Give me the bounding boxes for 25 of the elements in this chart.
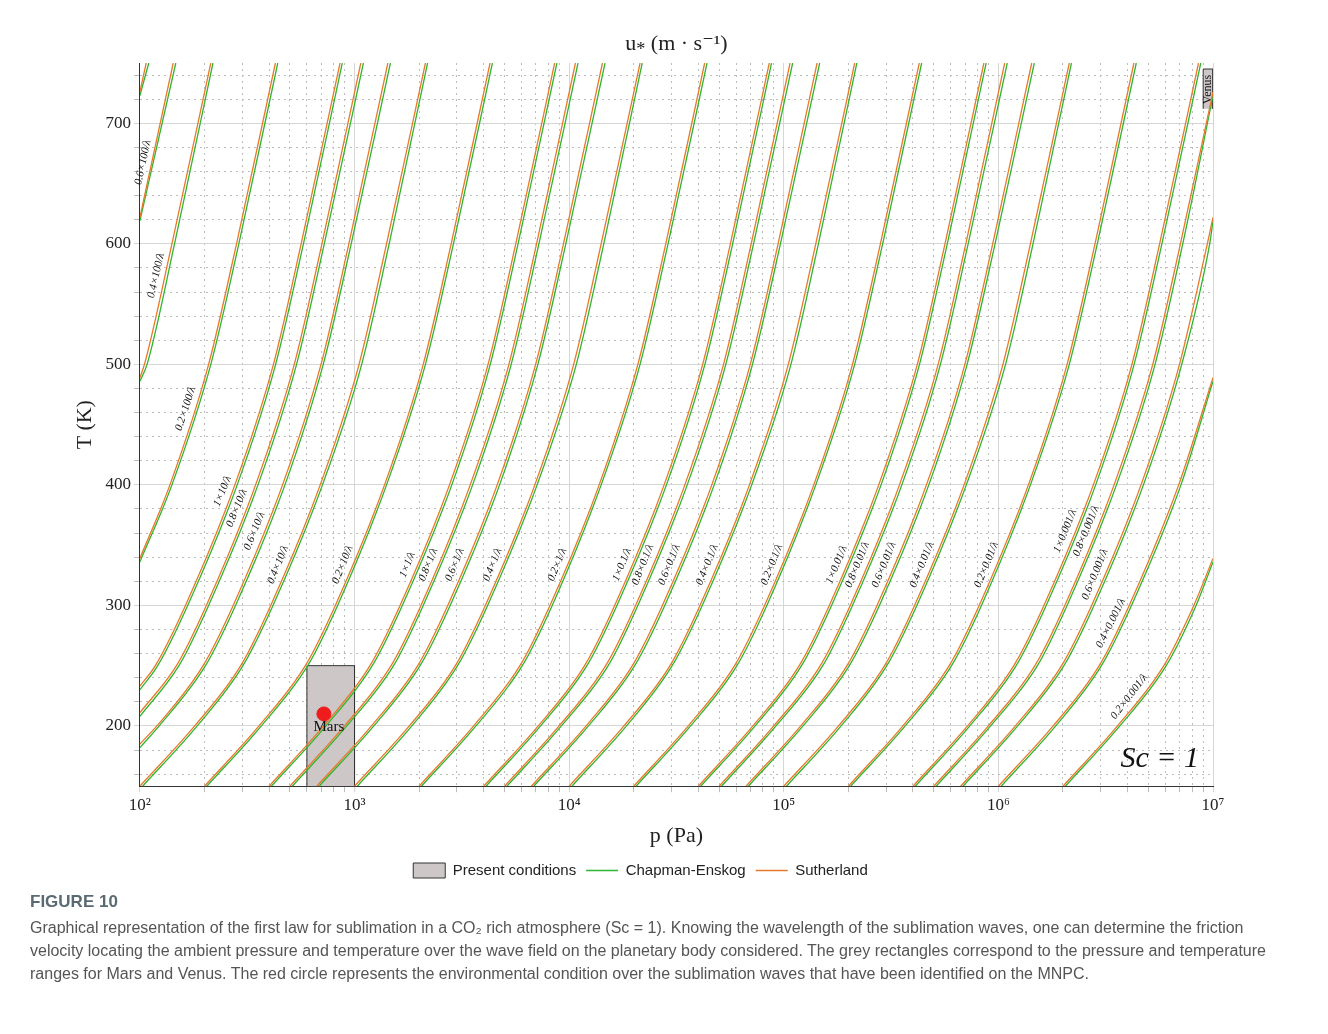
y-axis-title: T (K) [70, 400, 96, 450]
annotation: 1×1/λ [395, 549, 418, 579]
x-tick-label: 10⁷ [1201, 794, 1225, 814]
y-tick-label: 600 [105, 233, 131, 253]
legend-label: Sutherland [795, 860, 868, 878]
legend-label: Present conditions [452, 860, 577, 878]
annotation: 0.6×100/λ [131, 138, 153, 186]
x-axis-title: p (Pa) [649, 821, 704, 847]
y-tick-label: 200 [105, 715, 131, 735]
caption: FIGURE 10 [30, 892, 119, 912]
chart-title: u$_{*}$ (m · s⁻¹) [625, 30, 728, 61]
y-tick-label: 400 [105, 474, 131, 494]
x-tick-label: 10⁶ [986, 794, 1010, 814]
annotation: 0.4×100/λ [144, 251, 166, 299]
annotation: Venus [1200, 74, 1215, 105]
text: Graphical representation of the first law for sublimation in a CO₂ rich atmosphere (Sc = 1). Knowing the wavelength of the sublimation waves, one can determine the friction velocity locating the ambient pressure and temperature over the wave field on the planetary body considered. The grey rectangles correspond to the pressure and temperature ranges for Mars and Venus. The red circle represents the environmental condition over the sublimation waves that have been identified on the MNPC. [30, 918, 1267, 985]
x-tick-label: 10² [128, 794, 151, 814]
y-tick-label: 700 [105, 112, 131, 132]
x-tick-label: 10⁵ [772, 794, 796, 814]
legend-label: Chapman-Enskog [625, 860, 746, 878]
x-tick-label: 10⁴ [557, 794, 581, 814]
x-tick-label: 10³ [343, 794, 366, 814]
annotation: Sc = 1 [1120, 740, 1199, 774]
y-tick-label: 300 [105, 594, 131, 614]
y-tick-label: 500 [105, 353, 131, 373]
